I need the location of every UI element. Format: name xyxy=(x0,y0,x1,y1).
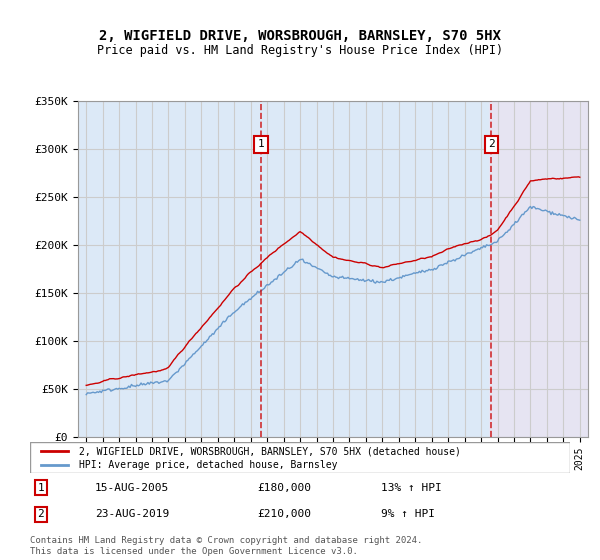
Text: 2, WIGFIELD DRIVE, WORSBROUGH, BARNSLEY, S70 5HX (detached house): 2, WIGFIELD DRIVE, WORSBROUGH, BARNSLEY,… xyxy=(79,446,460,456)
Text: £180,000: £180,000 xyxy=(257,483,311,493)
Text: £210,000: £210,000 xyxy=(257,509,311,519)
Text: 2, WIGFIELD DRIVE, WORSBROUGH, BARNSLEY, S70 5HX: 2, WIGFIELD DRIVE, WORSBROUGH, BARNSLEY,… xyxy=(99,29,501,44)
Text: Contains HM Land Registry data © Crown copyright and database right 2024.
This d: Contains HM Land Registry data © Crown c… xyxy=(30,536,422,556)
Text: Price paid vs. HM Land Registry's House Price Index (HPI): Price paid vs. HM Land Registry's House … xyxy=(97,44,503,57)
Text: 9% ↑ HPI: 9% ↑ HPI xyxy=(381,509,435,519)
Text: 2: 2 xyxy=(37,509,44,519)
FancyBboxPatch shape xyxy=(30,442,570,473)
Text: 23-AUG-2019: 23-AUG-2019 xyxy=(95,509,169,519)
Bar xyxy=(489,101,588,437)
Text: HPI: Average price, detached house, Barnsley: HPI: Average price, detached house, Barn… xyxy=(79,460,337,470)
Text: 15-AUG-2005: 15-AUG-2005 xyxy=(95,483,169,493)
Text: 13% ↑ HPI: 13% ↑ HPI xyxy=(381,483,442,493)
Text: 1: 1 xyxy=(257,139,265,150)
Text: 2: 2 xyxy=(488,139,495,150)
Text: 1: 1 xyxy=(37,483,44,493)
